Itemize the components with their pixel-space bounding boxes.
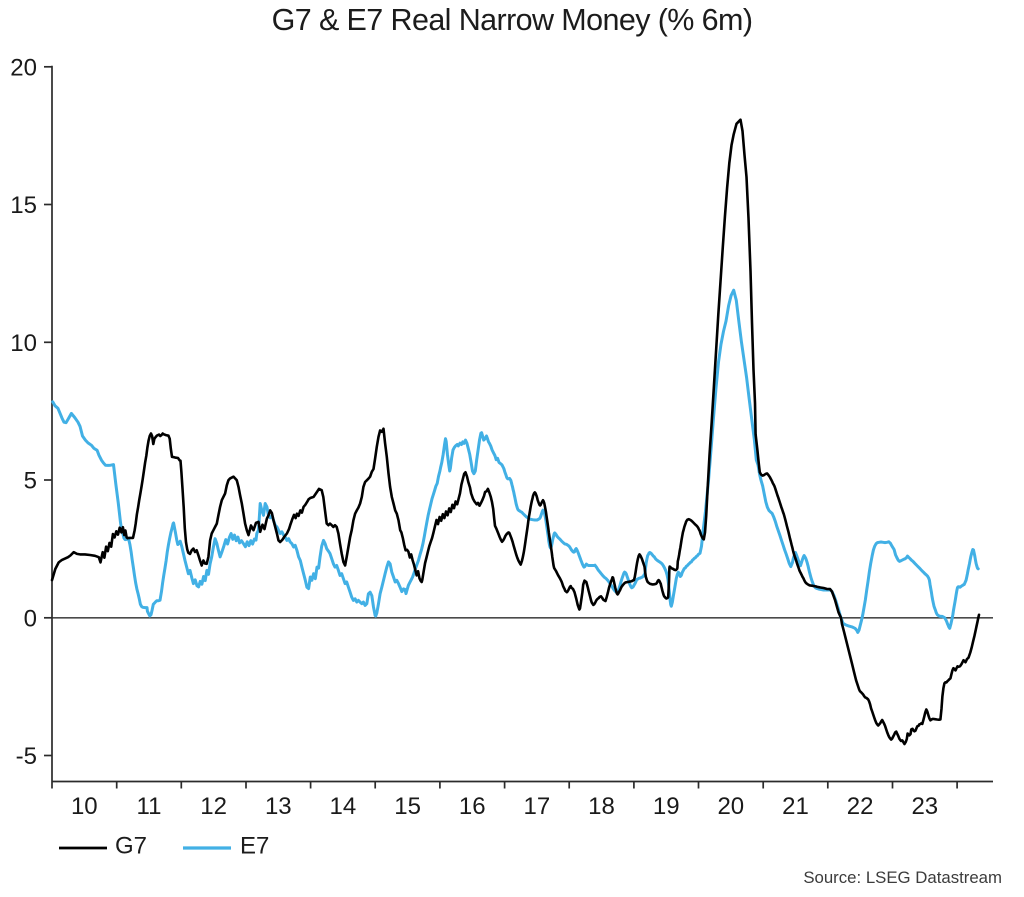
svg-text:13: 13	[265, 793, 292, 820]
svg-text:20: 20	[10, 54, 37, 81]
svg-text:15: 15	[394, 793, 421, 820]
svg-text:17: 17	[524, 793, 551, 820]
svg-text:21: 21	[782, 793, 809, 820]
svg-text:15: 15	[10, 192, 37, 219]
svg-text:10: 10	[71, 793, 98, 820]
svg-text:20: 20	[717, 793, 744, 820]
svg-text:G7: G7	[115, 833, 147, 860]
svg-text:0: 0	[24, 605, 37, 632]
svg-text:23: 23	[911, 793, 938, 820]
svg-text:-5: -5	[16, 743, 37, 770]
svg-text:5: 5	[24, 468, 37, 495]
svg-text:E7: E7	[240, 833, 269, 860]
svg-text:G7 & E7 Real Narrow Money (% 6: G7 & E7 Real Narrow Money (% 6m)	[272, 3, 753, 37]
svg-text:19: 19	[653, 793, 680, 820]
svg-text:12: 12	[200, 793, 227, 820]
svg-text:16: 16	[459, 793, 486, 820]
svg-text:Source: LSEG Datastream: Source: LSEG Datastream	[803, 868, 1002, 887]
svg-text:10: 10	[10, 330, 37, 357]
svg-text:11: 11	[137, 793, 162, 820]
svg-text:14: 14	[330, 793, 357, 820]
svg-text:22: 22	[847, 793, 874, 820]
svg-text:18: 18	[588, 793, 615, 820]
